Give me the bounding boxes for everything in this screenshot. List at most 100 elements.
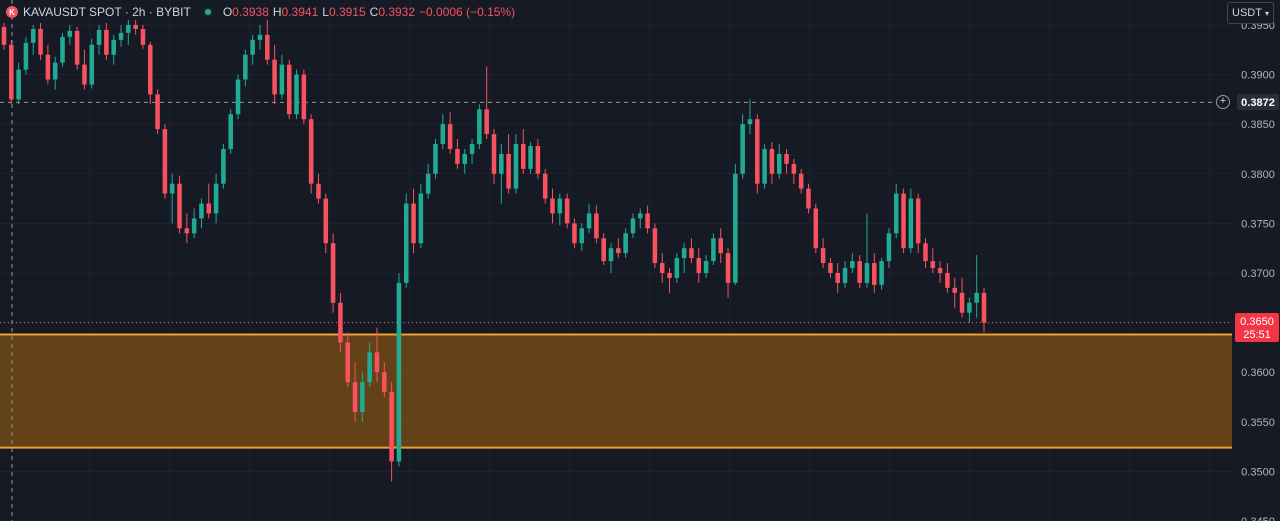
candle[interactable] xyxy=(462,148,468,174)
candle[interactable] xyxy=(528,142,533,174)
candle[interactable] xyxy=(126,20,131,45)
candle[interactable] xyxy=(923,238,928,269)
candle[interactable] xyxy=(740,114,745,179)
candle[interactable] xyxy=(557,193,563,226)
candle[interactable] xyxy=(893,183,899,239)
candle[interactable] xyxy=(177,175,182,234)
plus-circle-icon[interactable]: + xyxy=(1216,95,1230,109)
candle[interactable] xyxy=(630,213,636,239)
candle[interactable] xyxy=(169,173,175,224)
market-status-icon[interactable] xyxy=(202,7,213,17)
candle[interactable] xyxy=(594,205,599,244)
candle[interactable] xyxy=(572,218,577,249)
candle[interactable] xyxy=(638,208,643,229)
candle[interactable] xyxy=(667,268,672,293)
candle[interactable] xyxy=(520,129,526,174)
candle[interactable] xyxy=(645,205,650,234)
candle[interactable] xyxy=(542,168,548,204)
candle[interactable] xyxy=(850,253,855,273)
candle[interactable] xyxy=(733,163,738,285)
candle[interactable] xyxy=(389,382,394,482)
candle[interactable] xyxy=(550,188,555,224)
candle[interactable] xyxy=(747,99,753,135)
candle[interactable] xyxy=(908,188,914,254)
candle[interactable] xyxy=(784,148,789,174)
candle[interactable] xyxy=(835,263,840,293)
candle[interactable] xyxy=(425,163,431,199)
candle[interactable] xyxy=(857,255,862,288)
candle[interactable] xyxy=(272,44,277,105)
candle[interactable] xyxy=(38,22,43,60)
candle[interactable] xyxy=(96,24,102,55)
candle[interactable] xyxy=(842,261,848,288)
candle[interactable] xyxy=(418,183,424,249)
candle[interactable] xyxy=(762,144,767,189)
candle[interactable] xyxy=(45,44,51,85)
candle[interactable] xyxy=(162,124,168,199)
candle[interactable] xyxy=(886,228,892,269)
candle[interactable] xyxy=(104,22,109,60)
candle[interactable] xyxy=(696,248,702,283)
candle[interactable] xyxy=(579,223,585,252)
candle[interactable] xyxy=(228,109,233,154)
candle[interactable] xyxy=(952,277,958,308)
candle[interactable] xyxy=(148,41,153,105)
candle[interactable] xyxy=(308,114,314,194)
candle[interactable] xyxy=(769,142,775,184)
candle[interactable] xyxy=(806,183,811,214)
candle[interactable] xyxy=(301,69,307,125)
candle[interactable] xyxy=(23,36,29,75)
candle[interactable] xyxy=(235,74,241,120)
candle[interactable] xyxy=(279,54,285,100)
candle[interactable] xyxy=(703,255,709,278)
symbol-title[interactable]: KAVAUSDT SPOT · 2h · BYBIT xyxy=(23,5,191,19)
candle[interactable] xyxy=(352,362,358,422)
candle[interactable] xyxy=(623,228,628,259)
candle[interactable] xyxy=(265,20,270,65)
candle[interactable] xyxy=(191,208,197,239)
candle[interactable] xyxy=(535,139,541,179)
candle[interactable] xyxy=(323,193,329,254)
candle[interactable] xyxy=(111,34,116,65)
candle[interactable] xyxy=(915,193,921,254)
candle[interactable] xyxy=(257,24,263,50)
currency-selector[interactable]: USDT ▾ xyxy=(1227,2,1274,24)
candle[interactable] xyxy=(316,173,321,204)
candle[interactable] xyxy=(330,233,336,313)
candle[interactable] xyxy=(879,258,884,290)
candle[interactable] xyxy=(652,223,658,269)
candle[interactable] xyxy=(711,233,716,266)
candle[interactable] xyxy=(9,39,14,105)
candle[interactable] xyxy=(586,203,592,234)
candle[interactable] xyxy=(360,372,365,422)
candle[interactable] xyxy=(89,38,95,89)
candle[interactable] xyxy=(864,213,870,288)
candle[interactable] xyxy=(689,238,694,264)
candle[interactable] xyxy=(243,49,248,87)
candle[interactable] xyxy=(74,26,80,70)
candle[interactable] xyxy=(725,248,731,298)
candle[interactable] xyxy=(484,66,489,140)
candle[interactable] xyxy=(411,188,416,254)
candle[interactable] xyxy=(820,238,826,269)
candle[interactable] xyxy=(52,56,58,90)
candle[interactable] xyxy=(16,62,21,105)
candle[interactable] xyxy=(206,183,212,219)
candle[interactable] xyxy=(345,332,350,388)
candle[interactable] xyxy=(959,277,965,318)
candle[interactable] xyxy=(60,32,65,67)
candle[interactable] xyxy=(382,362,387,397)
candle[interactable] xyxy=(491,129,497,184)
candle[interactable] xyxy=(367,342,372,388)
candle[interactable] xyxy=(718,228,723,264)
candle[interactable] xyxy=(396,272,402,467)
candle[interactable] xyxy=(221,144,226,189)
candle[interactable] xyxy=(118,24,124,47)
candle[interactable] xyxy=(199,198,204,229)
candle[interactable] xyxy=(872,253,877,293)
candle[interactable] xyxy=(499,144,504,204)
candle[interactable] xyxy=(250,34,255,65)
candle[interactable] xyxy=(506,134,511,194)
candle[interactable] xyxy=(338,292,343,353)
candle[interactable] xyxy=(828,258,833,278)
